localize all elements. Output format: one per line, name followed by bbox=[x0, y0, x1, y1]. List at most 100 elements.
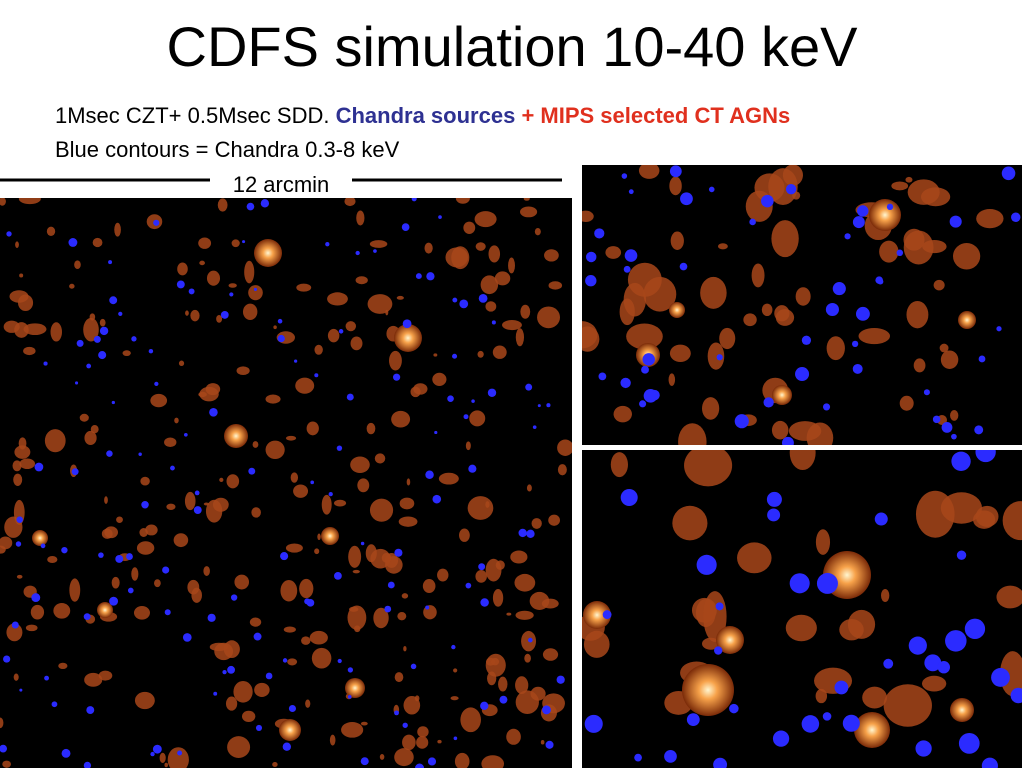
source-blob bbox=[502, 320, 522, 331]
source-blob bbox=[454, 752, 470, 768]
source-blob bbox=[46, 226, 56, 237]
source-blob bbox=[487, 671, 497, 686]
chandra-source bbox=[763, 397, 774, 408]
chandra-source bbox=[410, 663, 417, 670]
source-blob bbox=[678, 423, 707, 445]
chandra-source bbox=[714, 646, 723, 655]
chandra-source bbox=[83, 613, 91, 621]
source-blob bbox=[403, 646, 407, 652]
source-blob bbox=[610, 452, 628, 478]
source-blob bbox=[582, 210, 594, 222]
chandra-source bbox=[584, 714, 603, 733]
source-blob bbox=[534, 227, 541, 236]
chandra-source bbox=[696, 554, 717, 575]
source-blob bbox=[367, 294, 393, 314]
chandra-source bbox=[857, 205, 869, 217]
chandra-source bbox=[729, 703, 739, 714]
bright-source bbox=[682, 664, 734, 716]
chandra-source bbox=[487, 388, 497, 397]
chandra-source bbox=[623, 265, 631, 273]
source-blob bbox=[321, 494, 332, 515]
chandra-source bbox=[347, 667, 354, 673]
source-blob bbox=[19, 273, 24, 278]
source-blob bbox=[668, 373, 676, 386]
chandra-source bbox=[716, 354, 723, 361]
chandra-source bbox=[669, 165, 682, 178]
source-blob bbox=[537, 306, 561, 329]
source-blob bbox=[774, 305, 790, 322]
source-blob bbox=[401, 593, 409, 599]
source-blob bbox=[69, 283, 75, 289]
source-blob bbox=[199, 260, 205, 266]
chandra-source bbox=[11, 621, 19, 629]
chandra-source bbox=[44, 675, 49, 681]
bright-source bbox=[254, 239, 282, 267]
source-blob bbox=[557, 439, 572, 456]
bright-source bbox=[869, 199, 901, 231]
source-blob bbox=[79, 413, 89, 422]
source-blob bbox=[90, 425, 99, 434]
source-blob bbox=[488, 245, 501, 263]
bright-source bbox=[32, 530, 48, 546]
source-blob bbox=[53, 602, 71, 619]
bright-source bbox=[97, 602, 113, 618]
chandra-source bbox=[545, 740, 554, 749]
source-blob bbox=[795, 287, 811, 306]
chandra-source bbox=[131, 336, 137, 342]
chandra-source bbox=[598, 372, 607, 381]
source-blob bbox=[205, 499, 223, 523]
caption-text: 1Msec CZT+ 0.5Msec SDD. bbox=[55, 103, 330, 128]
chandra-source bbox=[0, 744, 8, 753]
chandra-source bbox=[138, 452, 142, 456]
source-blob bbox=[352, 569, 360, 574]
source-blob bbox=[273, 325, 277, 330]
bright-source bbox=[224, 424, 248, 448]
chandra-source bbox=[822, 712, 832, 721]
chandra-source bbox=[453, 736, 458, 741]
source-blob bbox=[15, 241, 19, 248]
chandra-source bbox=[193, 506, 202, 514]
source-blob bbox=[184, 491, 196, 511]
chandra-source bbox=[883, 658, 894, 669]
source-blob bbox=[915, 490, 955, 538]
source-blob bbox=[348, 606, 359, 612]
source-blob bbox=[933, 279, 945, 291]
source-blob bbox=[280, 579, 298, 602]
chandra-source bbox=[68, 238, 78, 247]
source-blob bbox=[30, 604, 45, 620]
chandra-source bbox=[242, 240, 246, 244]
source-blob bbox=[506, 612, 512, 616]
source-blob bbox=[996, 585, 1022, 609]
chandra-source bbox=[265, 672, 273, 680]
chandra-source bbox=[154, 381, 159, 387]
source-blob bbox=[754, 173, 785, 202]
chandra-source bbox=[162, 566, 170, 574]
chandra-source bbox=[334, 572, 342, 580]
source-blob bbox=[719, 327, 736, 350]
mips-label: + MIPS selected CT AGNs bbox=[521, 103, 791, 128]
source-blob bbox=[374, 453, 386, 464]
source-blob bbox=[104, 496, 108, 504]
chandra-source bbox=[294, 359, 298, 363]
source-blob bbox=[494, 271, 511, 286]
chandra-source bbox=[480, 701, 489, 711]
source-blob bbox=[815, 529, 831, 555]
chandra-source bbox=[426, 272, 435, 281]
source-blob bbox=[397, 612, 407, 621]
source-blob bbox=[311, 647, 332, 669]
source-blob bbox=[306, 421, 319, 436]
chandra-source bbox=[542, 705, 551, 715]
source-blob bbox=[526, 484, 532, 492]
bright-source bbox=[321, 527, 339, 545]
source-blob bbox=[939, 343, 949, 353]
chandra-source bbox=[852, 216, 865, 229]
chandra-source bbox=[452, 297, 458, 303]
chandra-source bbox=[98, 351, 107, 360]
chandra-source bbox=[585, 275, 597, 287]
source-blob bbox=[432, 372, 447, 386]
chandra-source bbox=[951, 451, 971, 471]
source-blob bbox=[702, 637, 720, 650]
source-blob bbox=[305, 699, 311, 708]
source-blob bbox=[174, 417, 179, 424]
chandra-source bbox=[360, 541, 365, 546]
